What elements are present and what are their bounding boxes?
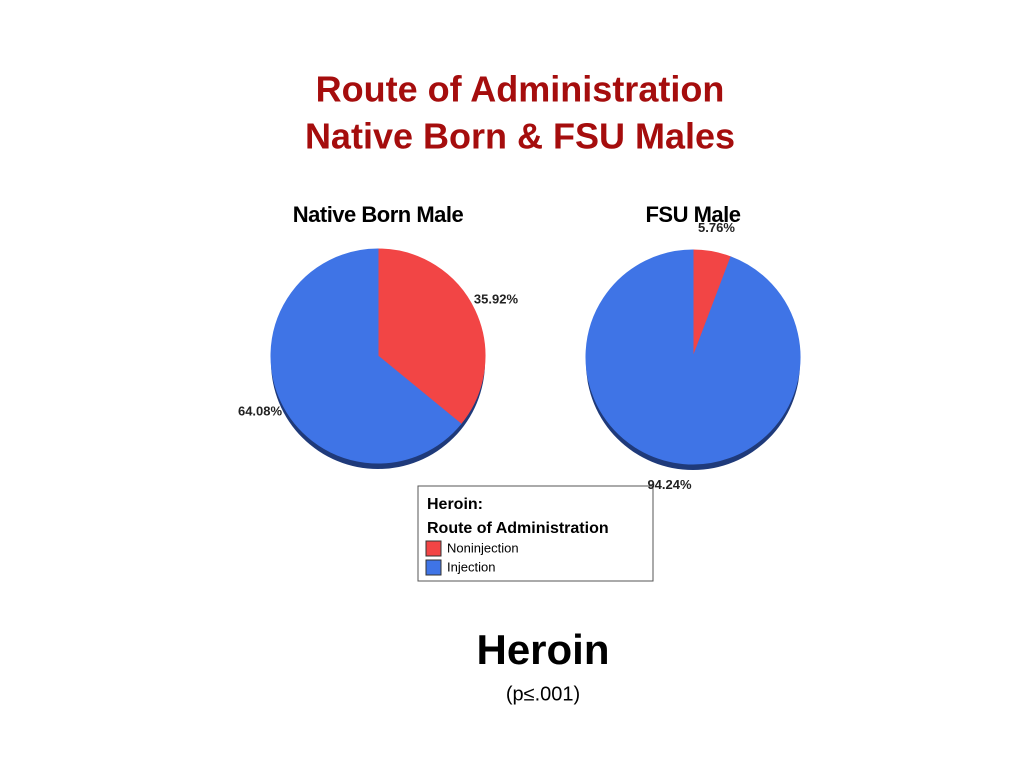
legend-swatch: [425, 540, 442, 557]
pie-title: Native Born Male: [293, 202, 464, 227]
slide-title: Native Born & FSU Males: [305, 116, 735, 157]
slide-title: Route of Administration: [316, 69, 725, 110]
footer-subtitle: (p≤.001): [506, 683, 580, 705]
pie-slice: [377, 248, 486, 425]
data-label: 5.76%: [698, 220, 735, 235]
legend-box: [417, 485, 654, 582]
pie-slice: [585, 249, 801, 465]
legend-title: Route of Administration: [427, 520, 609, 537]
legend-label: Injection: [447, 559, 495, 574]
legend-label: Noninjection: [447, 540, 519, 555]
data-label: 64.08%: [238, 403, 283, 418]
data-label: 94.24%: [647, 477, 692, 492]
data-label: 35.92%: [474, 292, 519, 307]
pie-title: FSU Male: [645, 202, 740, 227]
pie-slice: [270, 248, 462, 464]
legend-swatch: [425, 559, 442, 576]
footer-title: Heroin: [476, 626, 609, 673]
legend-title: Heroin:: [427, 496, 483, 513]
